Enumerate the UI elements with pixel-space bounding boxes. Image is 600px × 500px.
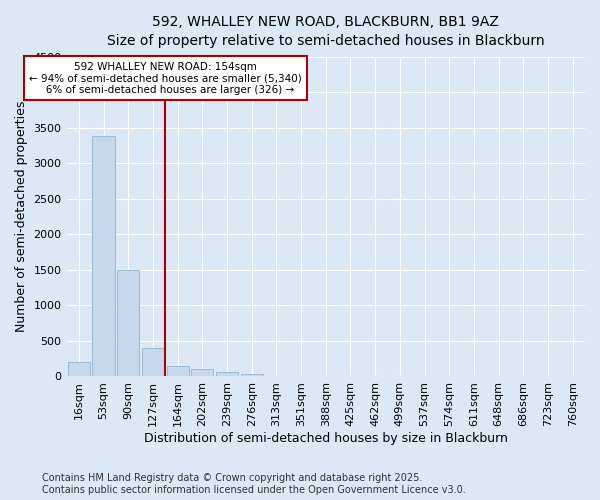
Bar bbox=[191, 370, 214, 376]
X-axis label: Distribution of semi-detached houses by size in Blackburn: Distribution of semi-detached houses by … bbox=[144, 432, 508, 445]
Bar bbox=[68, 362, 90, 376]
Bar bbox=[167, 366, 189, 376]
Text: Contains HM Land Registry data © Crown copyright and database right 2025.
Contai: Contains HM Land Registry data © Crown c… bbox=[42, 474, 466, 495]
Bar bbox=[241, 374, 263, 376]
Title: 592, WHALLEY NEW ROAD, BLACKBURN, BB1 9AZ
Size of property relative to semi-deta: 592, WHALLEY NEW ROAD, BLACKBURN, BB1 9A… bbox=[107, 15, 545, 48]
Bar bbox=[142, 348, 164, 376]
Bar bbox=[117, 270, 139, 376]
Bar bbox=[92, 136, 115, 376]
Text: 592 WHALLEY NEW ROAD: 154sqm
← 94% of semi-detached houses are smaller (5,340)
 : 592 WHALLEY NEW ROAD: 154sqm ← 94% of se… bbox=[29, 62, 302, 95]
Y-axis label: Number of semi-detached properties: Number of semi-detached properties bbox=[15, 101, 28, 332]
Bar bbox=[216, 372, 238, 376]
